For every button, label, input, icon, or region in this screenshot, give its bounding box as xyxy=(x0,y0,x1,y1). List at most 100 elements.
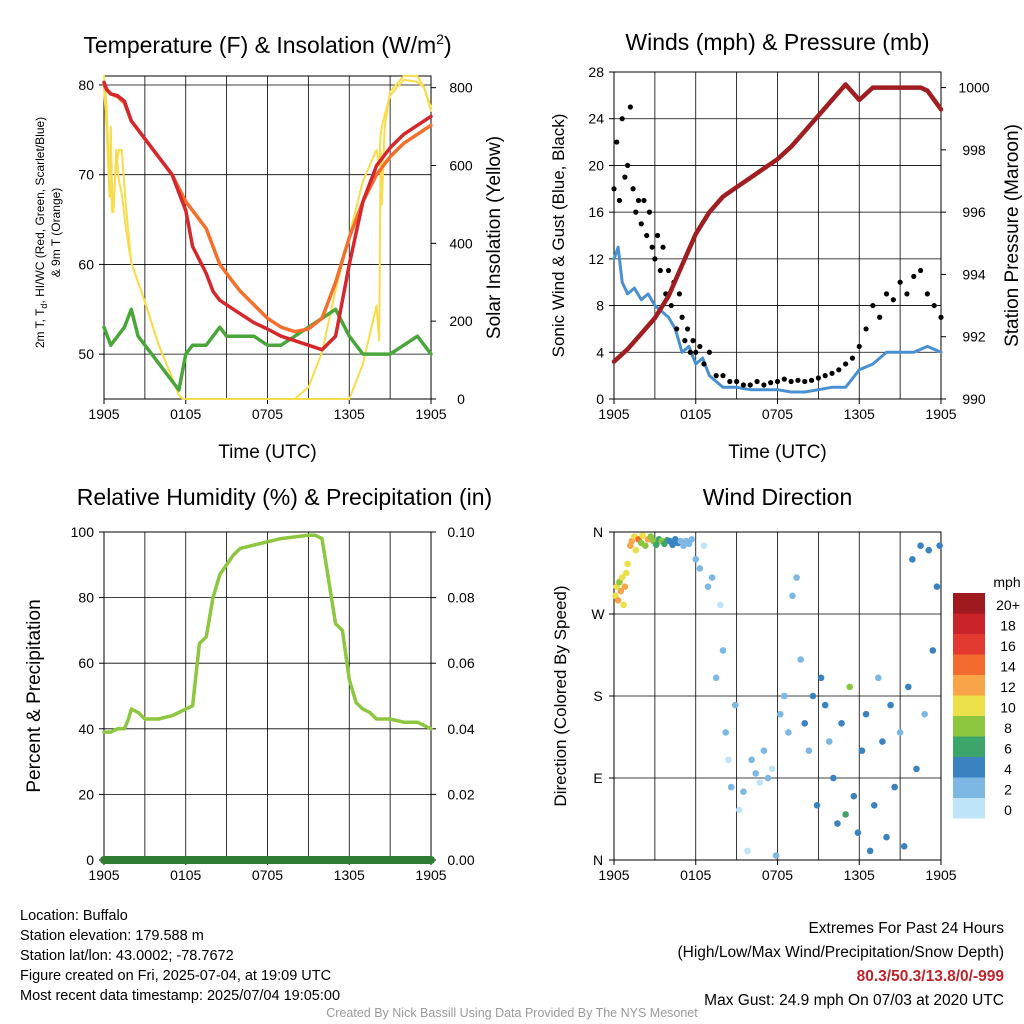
direction-point xyxy=(764,774,772,782)
direction-point xyxy=(921,710,928,718)
y-tick-label: 16 xyxy=(588,204,604,220)
direction-point xyxy=(838,720,845,727)
gust-point xyxy=(856,343,862,350)
y-tick-label-right: 0.04 xyxy=(447,721,474,737)
x-tick-label: 1905 xyxy=(415,406,446,422)
y-tick-label-right: 600 xyxy=(449,158,473,174)
y-tick-label: 60 xyxy=(78,655,94,671)
x-tick-label: 1305 xyxy=(844,867,875,883)
legend-label: 2 xyxy=(1004,782,1012,798)
y-tick-label: 20 xyxy=(78,786,94,802)
gust-point xyxy=(652,256,658,262)
y-tick-label-right: 0.10 xyxy=(447,524,474,540)
y-axis-label-right: Solar Insolation (Yellow) xyxy=(484,136,505,339)
direction-point xyxy=(896,729,904,736)
y-tick-label: 28 xyxy=(588,64,604,80)
gust-point xyxy=(665,267,672,274)
y-tick-label-right: 0.00 xyxy=(447,852,474,868)
gust-point xyxy=(682,338,688,344)
direction-point xyxy=(744,847,751,855)
gust-point xyxy=(657,267,663,274)
direction-point xyxy=(756,779,764,786)
gust-point xyxy=(713,373,719,379)
y-tick-label-right: 996 xyxy=(962,204,986,220)
direction-point xyxy=(722,729,730,736)
y-tick-label: 0 xyxy=(596,391,604,407)
x-tick-label: 1905 xyxy=(598,867,629,883)
gust-point xyxy=(614,139,620,145)
chart-title: Relative Humidity (%) & Precipitation (i… xyxy=(77,484,492,510)
direction-point xyxy=(830,774,837,782)
y-tick-label: 8 xyxy=(596,298,604,314)
legend-swatch xyxy=(953,736,985,757)
series-line-2 xyxy=(611,82,944,364)
station-info: Location: Buffalo Station elevation: 179… xyxy=(20,906,340,1006)
gust-point xyxy=(655,232,661,239)
y-label-rest: , HI/WC (Red, Green, Scarlet/Blue) xyxy=(33,117,47,304)
gust-point xyxy=(720,373,726,379)
x-tick-label: 0705 xyxy=(762,406,793,422)
y-tick-label: 0 xyxy=(86,852,94,868)
direction-point xyxy=(772,852,780,859)
y-tick-label-right: 400 xyxy=(449,235,473,251)
direction-point xyxy=(622,569,630,577)
legend-swatch xyxy=(953,798,985,819)
gust-point xyxy=(815,375,821,381)
gust-point xyxy=(684,326,691,332)
gust-point xyxy=(754,378,760,385)
series-line-4 xyxy=(102,80,433,352)
gust-point xyxy=(627,104,633,110)
series-line-2 xyxy=(102,307,433,392)
legend-label: 16 xyxy=(1000,638,1016,654)
chart-title: Wind Direction xyxy=(703,484,853,510)
legend-label: 10 xyxy=(1000,700,1016,716)
gust-point xyxy=(829,370,835,376)
direction-point xyxy=(793,574,800,581)
title-superscript: 2 xyxy=(436,31,444,47)
x-tick-label: 0105 xyxy=(680,406,711,422)
gust-point xyxy=(660,244,666,250)
gust-point xyxy=(676,291,683,297)
y-tick-label-right: 0.06 xyxy=(447,655,474,671)
gust-point xyxy=(633,209,639,215)
x-tick-label: 0105 xyxy=(170,867,201,883)
y-tick-label: N xyxy=(593,524,603,540)
x-tick-label: 1905 xyxy=(415,867,446,883)
direction-point xyxy=(925,546,933,554)
direction-point xyxy=(731,701,739,709)
gust-point xyxy=(668,302,674,309)
y-tick-label: 60 xyxy=(78,256,94,272)
recent-text: Most recent data timestamp: 2025/07/04 1… xyxy=(20,988,341,1004)
y-tick-label: 4 xyxy=(596,344,604,360)
gust-point xyxy=(911,273,917,279)
max-gust-text: Max Gust: 24.9 mph On 07/03 at 2020 UTC xyxy=(704,992,1004,1009)
y-tick-label-right: 990 xyxy=(962,391,986,407)
gust-point xyxy=(622,174,628,180)
y-tick-label-right: 200 xyxy=(449,313,473,329)
direction-point xyxy=(620,601,627,609)
extremes-values: 80.3/50.3/13.8/0/-999 xyxy=(856,968,1004,985)
y-tick-label: 100 xyxy=(71,524,95,540)
legend-swatch xyxy=(953,634,985,655)
direction-point xyxy=(917,542,924,549)
direction-point xyxy=(652,541,660,549)
direction-point xyxy=(624,560,631,568)
y-tick-label: E xyxy=(593,770,602,786)
x-tick-label: 1305 xyxy=(334,867,365,883)
location-text: Location: Buffalo xyxy=(20,908,128,924)
gust-point xyxy=(890,297,896,303)
gust-point xyxy=(727,378,733,385)
gust-point xyxy=(761,382,767,388)
direction-point xyxy=(719,647,727,654)
gust-point xyxy=(701,361,707,367)
y-tick-label-right: 998 xyxy=(962,142,986,158)
gust-point xyxy=(644,232,650,239)
direction-point xyxy=(776,710,784,718)
x-tick-label: 1905 xyxy=(88,867,119,883)
gust-point xyxy=(917,267,924,274)
gust-point xyxy=(768,380,774,386)
gust-point xyxy=(679,314,685,320)
series-line-1 xyxy=(103,78,432,400)
y-tick-label: 24 xyxy=(588,111,604,127)
direction-point xyxy=(834,820,841,827)
